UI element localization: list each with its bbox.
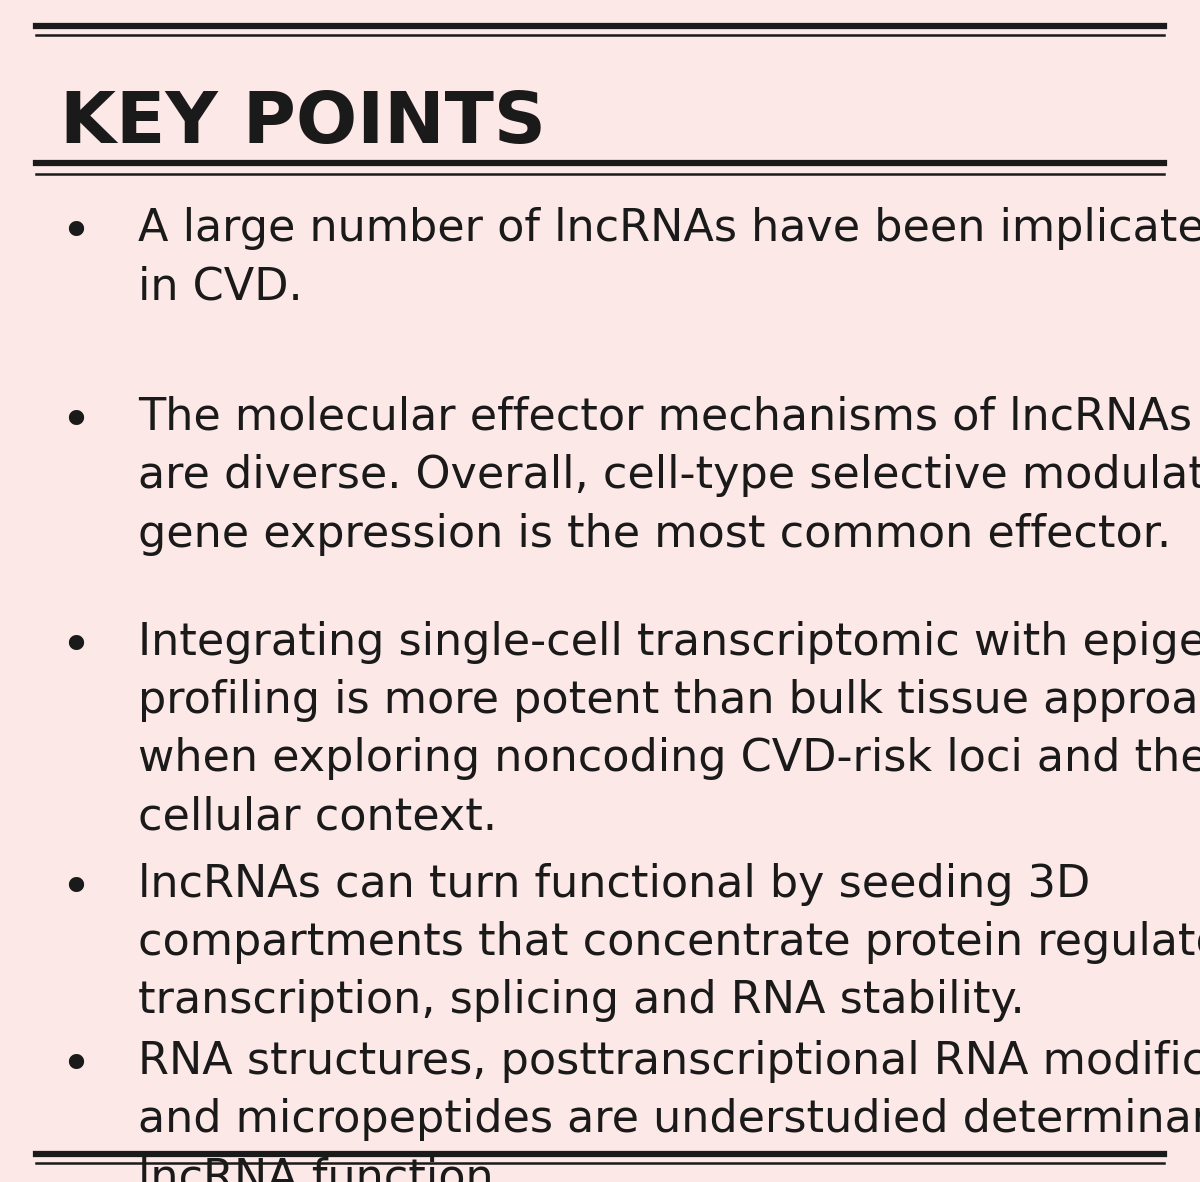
Text: •: •: [60, 207, 91, 259]
Text: •: •: [60, 863, 91, 915]
Text: KEY POINTS: KEY POINTS: [60, 89, 546, 157]
Text: •: •: [60, 1040, 91, 1092]
Text: lncRNAs can turn functional by seeding 3D
compartments that concentrate protein : lncRNAs can turn functional by seeding 3…: [138, 863, 1200, 1022]
Text: •: •: [60, 621, 91, 673]
Text: A large number of lncRNAs have been implicated
in CVD.: A large number of lncRNAs have been impl…: [138, 207, 1200, 309]
Text: The molecular effector mechanisms of lncRNAs in CVD
are diverse. Overall, cell-t: The molecular effector mechanisms of lnc…: [138, 396, 1200, 556]
Text: RNA structures, posttranscriptional RNA modifications
and micropeptides are unde: RNA structures, posttranscriptional RNA …: [138, 1040, 1200, 1182]
Text: Integrating single-cell transcriptomic with epigenomic
profiling is more potent : Integrating single-cell transcriptomic w…: [138, 621, 1200, 838]
Text: •: •: [60, 396, 91, 448]
